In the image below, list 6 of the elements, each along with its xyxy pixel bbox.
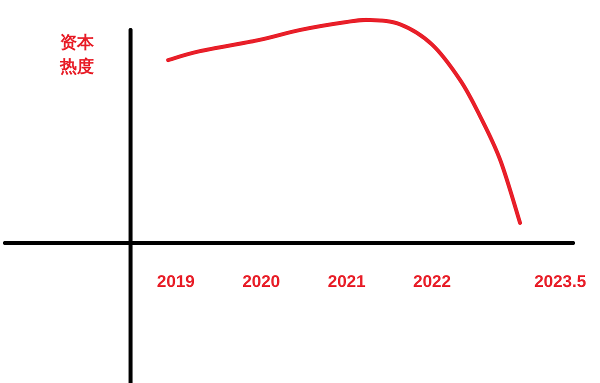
y-axis-title: 资本热度 [59,33,95,76]
x-tick-label: 2021 [328,272,366,291]
x-tick-label: 2020 [242,272,280,291]
x-tick-label: 2019 [156,272,195,291]
x-tick-label: 2023.5 [534,272,586,291]
x-tick-label: 2022 [413,272,451,291]
